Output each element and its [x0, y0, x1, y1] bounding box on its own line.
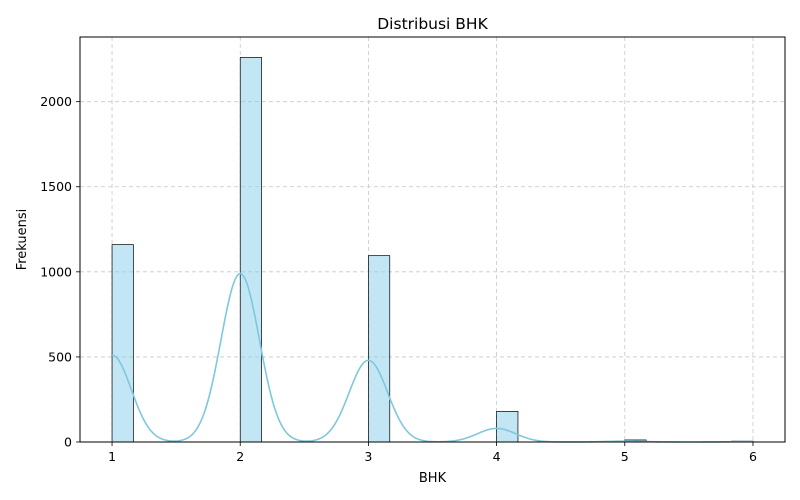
y-tick-label: 500: [48, 349, 72, 364]
x-tick-label: 3: [364, 449, 372, 464]
plot-frame: [79, 36, 786, 443]
x-tick-label: 2: [236, 449, 244, 464]
x-tick-label: 1: [108, 449, 116, 464]
y-tick-label: 1000: [40, 264, 72, 279]
histogram-bar: [239, 57, 262, 443]
y-tick-label: 0: [64, 435, 72, 450]
chart-title: Distribusi BHK: [377, 15, 488, 33]
histogram-bar: [496, 411, 519, 443]
x-tick-label: 5: [621, 449, 629, 464]
y-tick-label: 1500: [40, 179, 72, 194]
x-tick-label: 4: [493, 449, 501, 464]
histogram-bar: [111, 244, 134, 443]
x-tick-label: 6: [749, 449, 757, 464]
y-axis-ticks: 0 500 1000 1500 2000: [40, 94, 80, 450]
histogram-bar: [368, 255, 391, 443]
y-tick-label: 2000: [40, 94, 72, 109]
y-axis-label: Frekuensi: [15, 209, 30, 271]
x-axis-label: BHK: [419, 471, 447, 486]
x-axis-ticks: 1 2 3 4 5 6: [108, 442, 757, 464]
